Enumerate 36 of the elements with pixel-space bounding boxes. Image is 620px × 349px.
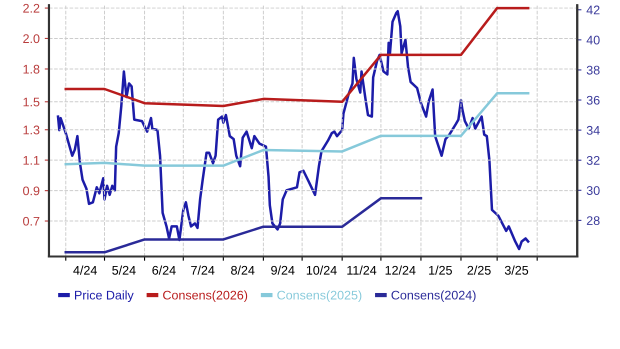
y2-tick-label: 30 <box>586 186 600 195</box>
x-tick-label: 1/25 <box>429 266 452 275</box>
y2-tick-label: 34 <box>586 126 600 135</box>
y-tick-label: 1.1 <box>24 156 40 165</box>
legend-label: Consens(2026) <box>163 290 248 302</box>
y-tick-label: 2.2 <box>23 4 40 13</box>
x-tick-label: 10/24 <box>306 266 337 275</box>
x-tick-label: 5/24 <box>112 266 136 275</box>
legend-label: Consens(2025) <box>277 290 362 302</box>
x-tick-label: 2/25 <box>468 266 491 275</box>
y2-tick-label: 40 <box>586 36 600 44</box>
y-tick-label: 1.3 <box>24 126 40 134</box>
line-series <box>64 92 530 167</box>
y2-tick-label: 32 <box>586 156 600 165</box>
y2-tick-label: 28 <box>586 216 600 226</box>
y-tick-label: 0.7 <box>23 216 40 226</box>
y2-tick-label: 38 <box>586 66 600 75</box>
y-tick-label: 1.8 <box>24 64 40 74</box>
x-tick-label: 6/24 <box>152 266 176 275</box>
x-tick-label: 7/24 <box>191 266 214 275</box>
x-tick-label: 4/24 <box>73 266 97 275</box>
x-tick-label: 9/24 <box>271 266 295 275</box>
y2-tick-label: 42 <box>586 6 600 14</box>
legend-label: Consens(2024) <box>392 290 476 302</box>
x-tick-label: 8/24 <box>231 266 255 275</box>
legend-label: Price Daily <box>75 290 134 302</box>
line-series <box>64 197 422 254</box>
y-tick-label: 2.0 <box>23 34 40 44</box>
y2-tick-label: 36 <box>586 96 600 105</box>
y-tick-label: 0.9 <box>23 186 40 196</box>
line-series <box>56 10 530 250</box>
y-tick-label: 1.5 <box>24 98 40 106</box>
x-tick-label: 3/25 <box>504 266 528 275</box>
line-series <box>64 6 530 108</box>
x-tick-label: 11/24 <box>347 266 376 275</box>
x-tick-label: 12/24 <box>386 266 416 275</box>
